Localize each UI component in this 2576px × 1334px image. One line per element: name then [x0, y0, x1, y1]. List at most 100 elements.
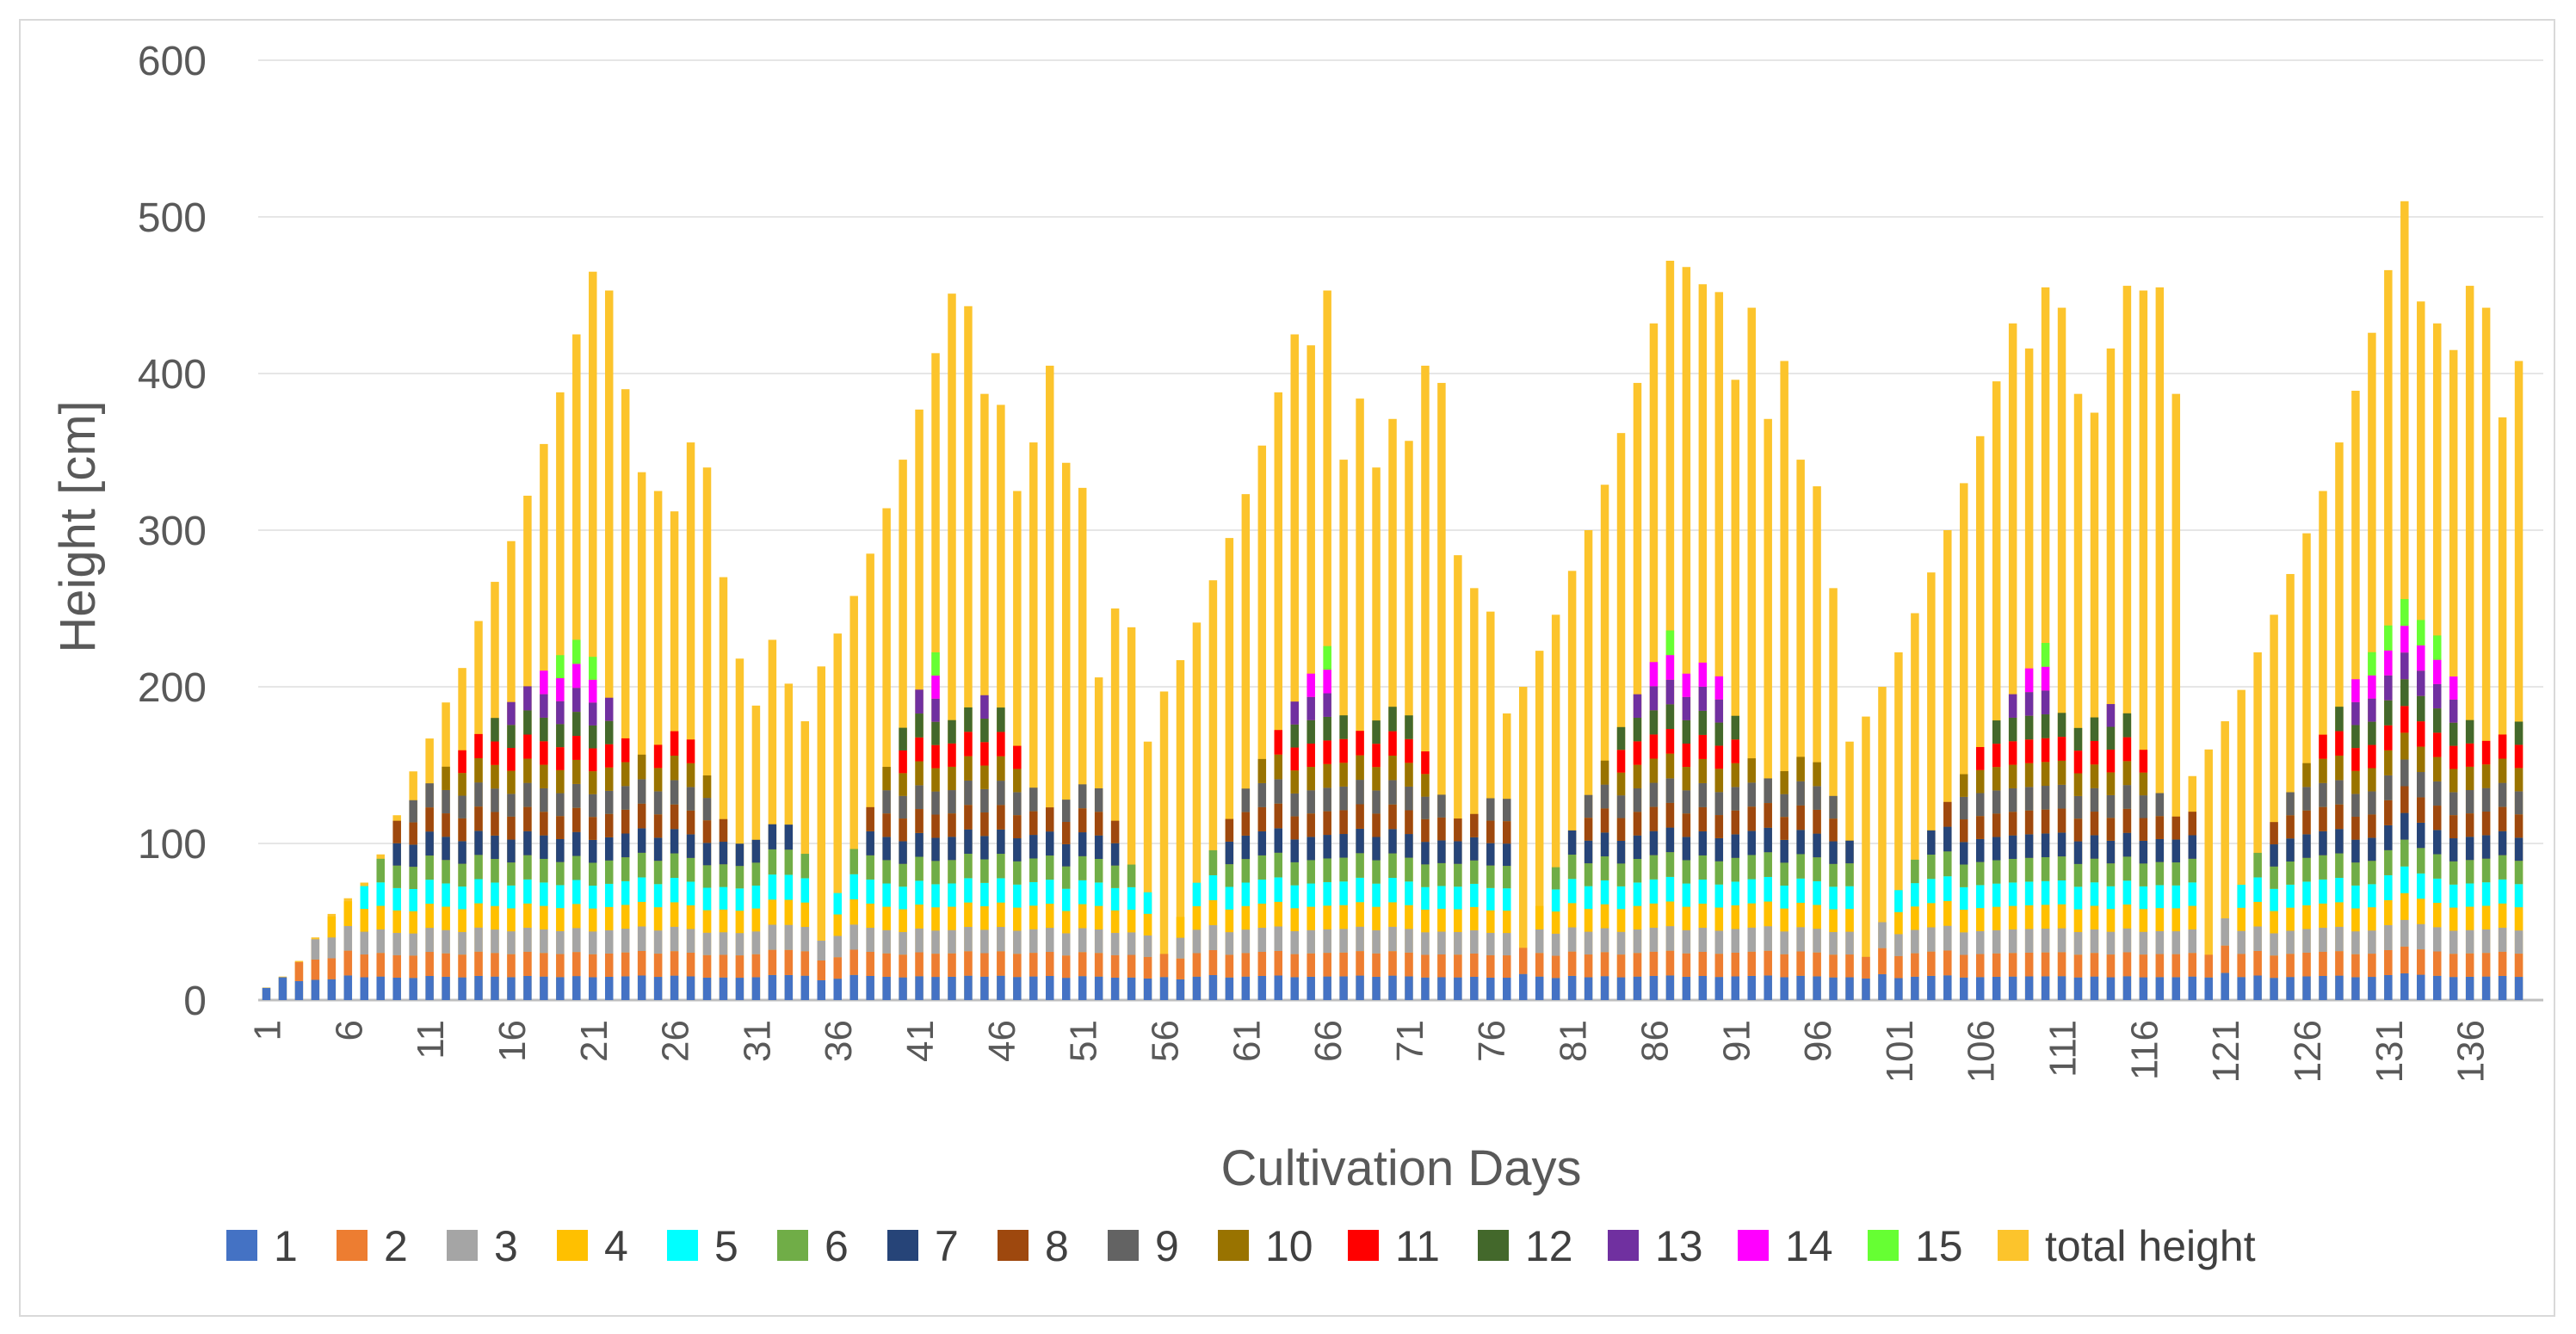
bar-seg-10-day-63	[1274, 754, 1283, 780]
bar-seg-6-day-68	[1356, 853, 1364, 878]
bar-seg-7-day-19	[556, 838, 565, 862]
bar-seg-10-day-17	[523, 758, 532, 783]
bar-seg-4-day-89	[1698, 903, 1708, 928]
bar-seg-7-day-111	[2057, 832, 2066, 857]
bar-seg-3-day-28	[702, 932, 712, 955]
bar-seg-15-day-87	[1665, 630, 1675, 656]
bar-seg-5-day-119	[2188, 882, 2197, 906]
bar-seg-5-day-69	[1372, 883, 1381, 907]
bar-seg-6-day-8	[376, 858, 385, 883]
bar-seg-2-day-131	[2384, 949, 2393, 975]
legend-label: 10	[1265, 1222, 1313, 1270]
bar-seg-4-day-67	[1339, 905, 1348, 929]
bar-seg-2-day-33	[784, 949, 794, 975]
bar-seg-6-day-96	[1813, 857, 1821, 881]
bar-seg-11-day-63	[1274, 730, 1283, 755]
bar-seg-6-day-117	[2155, 862, 2165, 886]
bar-seg-6-day-41	[915, 856, 924, 881]
bar-seg-1-day-76	[1486, 977, 1495, 1000]
bar-seg-5-day-96	[1813, 880, 1821, 905]
bar-seg-10-day-47	[1013, 769, 1022, 793]
bar-seg-12-day-46	[997, 707, 1005, 732]
bar-seg-10-day-95	[1796, 757, 1805, 781]
bar-seg-2-day-134	[2432, 951, 2442, 976]
bar-seg-8-day-63	[1274, 803, 1283, 829]
bar-seg-4-day-24	[637, 901, 646, 927]
bar-seg-3-day-114	[2106, 931, 2116, 955]
bar-seg-3-day-62	[1257, 927, 1267, 952]
bar-seg-2-day-86	[1649, 951, 1659, 976]
bar-seg-8-day-89	[1698, 806, 1708, 831]
y-tick-label: 600	[138, 39, 207, 84]
bar-seg-14-day-89	[1698, 662, 1708, 687]
bar-seg-10-day-72	[1421, 774, 1430, 797]
bar-seg-7-day-49	[1046, 831, 1054, 856]
bar-seg-3-day-5	[327, 937, 337, 959]
bar-seg-2-day-55	[1143, 956, 1152, 979]
bar-seg-1-day-134	[2432, 975, 2442, 1000]
bar-seg-7-day-115	[2122, 832, 2132, 857]
x-tick-label: 76	[1471, 1020, 1513, 1062]
bar-seg-9-day-129	[2351, 794, 2360, 817]
bar-seg-1-day-24	[637, 975, 646, 1000]
bar-seg-3-day-92	[1747, 927, 1756, 952]
bar-seg-7-day-126	[2302, 834, 2311, 858]
bar-seg-1-day-32	[768, 974, 777, 1000]
bar-seg-14-day-19	[556, 677, 565, 701]
bar-seg-2-day-65	[1307, 953, 1315, 977]
bar-seg-2-day-8	[376, 953, 385, 977]
bar-seg-3-day-7	[360, 931, 369, 955]
bar-seg-10-day-137	[2481, 764, 2491, 788]
bar-seg-2-day-92	[1747, 951, 1756, 976]
bar-seg-5-day-137	[2481, 882, 2491, 906]
bar-seg-8-day-41	[915, 809, 924, 833]
bar-seg-7-day-63	[1274, 828, 1283, 853]
bar-total-day-29	[719, 577, 728, 1000]
bar-seg-7-day-62	[1257, 831, 1267, 855]
bar-seg-11-day-115	[2122, 737, 2132, 762]
bar-seg-10-day-12	[442, 766, 450, 790]
bar-total-day-73	[1437, 382, 1446, 1000]
legend-swatch-1	[226, 1230, 257, 1261]
bar-seg-1-day-19	[556, 977, 565, 1000]
bar-total-day-108	[2008, 323, 2017, 1000]
bar-seg-4-day-126	[2302, 905, 2311, 929]
bar-seg-11-day-135	[2449, 745, 2458, 769]
bar-seg-3-day-60	[1225, 932, 1234, 955]
bar-total-day-92	[1747, 307, 1756, 1000]
bar-seg-12-day-112	[2073, 727, 2083, 751]
bar-seg-8-day-118	[2171, 816, 2181, 840]
bar-seg-4-day-47	[1013, 907, 1022, 931]
bar-seg-5-day-29	[719, 886, 728, 910]
bar-seg-4-day-22	[604, 906, 614, 930]
bar-seg-9-day-23	[621, 786, 630, 810]
bar-seg-8-day-138	[2498, 806, 2507, 831]
bar-seg-5-day-68	[1356, 877, 1364, 903]
bar-seg-3-day-82	[1584, 931, 1593, 955]
bar-seg-12-day-16	[507, 725, 516, 748]
bar-seg-8-day-77	[1503, 821, 1511, 844]
bar-seg-13-day-109	[2024, 692, 2034, 716]
bar-total-day-91	[1731, 380, 1740, 1000]
bar-seg-7-day-85	[1633, 835, 1642, 860]
bar-seg-2-day-52	[1094, 953, 1103, 977]
bar-seg-12-day-111	[2057, 713, 2066, 738]
bar-total-day-44	[964, 306, 973, 1000]
bar-seg-7-day-51	[1078, 832, 1087, 856]
bar-seg-11-day-138	[2498, 734, 2507, 759]
bar-seg-6-day-104	[1943, 851, 1952, 877]
bar-seg-9-day-43	[948, 790, 956, 814]
x-tick-label: 111	[2042, 1020, 2085, 1078]
bar-seg-9-day-67	[1339, 786, 1348, 811]
bar-seg-13-day-130	[2368, 698, 2376, 722]
bar-seg-2-day-19	[556, 954, 565, 978]
bar-seg-13-day-20	[572, 688, 581, 713]
bar-seg-8-day-97	[1829, 818, 1838, 842]
legend-label: 15	[1915, 1222, 1963, 1270]
bar-seg-1-day-62	[1257, 975, 1267, 1000]
x-tick-label: 41	[899, 1020, 942, 1062]
bar-seg-2-day-36	[833, 957, 842, 979]
bar-seg-3-day-119	[2188, 929, 2197, 954]
bar-seg-4-day-116	[2139, 909, 2148, 932]
bar-seg-1-day-21	[589, 977, 597, 1000]
